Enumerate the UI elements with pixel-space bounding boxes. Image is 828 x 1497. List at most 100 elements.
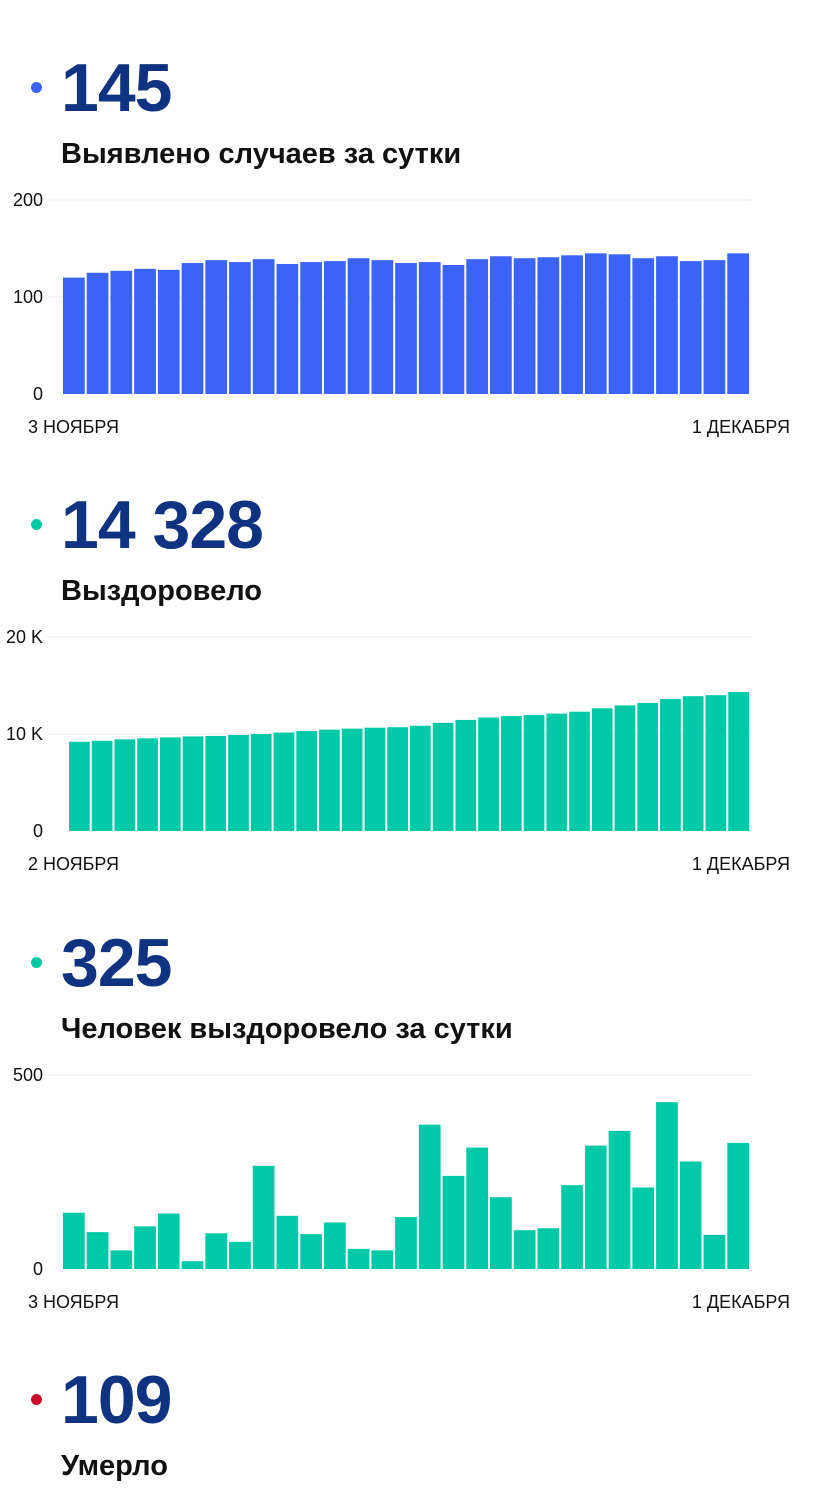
y-tick-label: 10 K (6, 724, 43, 744)
bar (371, 260, 394, 394)
bar (205, 260, 228, 394)
stat-row: 145 (0, 50, 828, 130)
bar (157, 1213, 180, 1269)
bar (228, 734, 249, 831)
x-start-label: 3 НОЯБРЯ (28, 417, 119, 437)
stat-value: 145 (61, 50, 172, 126)
bar (679, 261, 702, 394)
bar (86, 272, 109, 394)
x-start-label: 2 НОЯБРЯ (28, 854, 119, 874)
bar (584, 1145, 607, 1269)
dot-icon (31, 82, 42, 93)
bar (703, 260, 726, 394)
bar (347, 1248, 370, 1269)
bar (137, 738, 158, 831)
bar (63, 1212, 85, 1269)
bar (728, 692, 749, 831)
bar (656, 1102, 678, 1269)
chart-recovered-per-day: 500 0 3 НОЯБРЯ 1 ДЕКАБРЯ (13, 1065, 790, 1312)
bar (705, 695, 727, 831)
bar (91, 740, 113, 831)
bar (69, 741, 90, 831)
bar (181, 263, 204, 394)
bar (371, 1250, 394, 1269)
bar (250, 734, 272, 831)
bar (205, 1233, 228, 1269)
y-tick-label: 20 K (6, 627, 43, 647)
stat-value: 109 (61, 1362, 172, 1438)
bar (252, 259, 275, 394)
bar (727, 1142, 749, 1269)
bar (273, 732, 295, 831)
bar (500, 716, 522, 831)
bar (323, 261, 346, 394)
bar (637, 702, 659, 831)
bar (134, 1226, 156, 1269)
bar (157, 269, 180, 394)
bar (387, 727, 408, 831)
y-tick-label: 200 (13, 190, 43, 210)
bar (490, 256, 512, 394)
y-tick-label: 100 (13, 287, 43, 307)
bar (442, 264, 465, 394)
bar (181, 1261, 204, 1269)
bar (296, 731, 318, 831)
bar (561, 1185, 583, 1269)
stat-label: Выздоровело (61, 575, 263, 607)
bar (614, 705, 636, 831)
bar (455, 719, 477, 831)
y-tick-label: 0 (33, 1259, 43, 1279)
bar (513, 1230, 536, 1269)
stat-label: Человек выздоровело за сутки (61, 1013, 513, 1045)
stat-value: 14 328 (61, 487, 264, 563)
bar (159, 737, 181, 831)
y-tick-label: 500 (13, 1065, 43, 1085)
x-start-label: 3 НОЯБРЯ (28, 1292, 119, 1312)
bar (110, 270, 133, 394)
bar (442, 1175, 465, 1269)
bar (727, 253, 749, 394)
dot-icon (31, 957, 42, 968)
bar (703, 1234, 726, 1269)
bar (608, 1130, 631, 1269)
bar (591, 708, 613, 831)
bar (537, 257, 560, 394)
bar (410, 725, 431, 831)
bar (679, 1161, 702, 1269)
bar (276, 1215, 299, 1269)
bar (569, 711, 590, 831)
bar (513, 258, 536, 394)
bar (490, 1197, 512, 1269)
bar (395, 1217, 417, 1269)
chart-cases-per-day: 200 100 0 3 НОЯБРЯ 1 ДЕКАБРЯ (13, 190, 790, 437)
bar (682, 696, 704, 831)
bar (134, 268, 156, 394)
bar (561, 255, 583, 394)
dot-icon (31, 1394, 42, 1405)
bar (418, 262, 441, 394)
bar (546, 713, 568, 831)
stat-label: Умерло (61, 1450, 168, 1482)
bar (478, 717, 499, 831)
bar (114, 739, 136, 831)
bar (86, 1232, 109, 1269)
bar (205, 735, 227, 831)
bar (537, 1228, 560, 1269)
stat-row: 109 (0, 1362, 828, 1442)
bar (300, 262, 322, 394)
bar (229, 262, 251, 394)
chart-recovered-total: 20 K 10 K 0 2 НОЯБРЯ 1 ДЕКАБРЯ (6, 627, 790, 874)
bar (63, 277, 85, 394)
bar (347, 258, 370, 394)
bar (466, 259, 489, 394)
bar (229, 1241, 251, 1269)
bar (584, 253, 607, 394)
dot-icon (31, 519, 42, 530)
x-end-label: 1 ДЕКАБРЯ (692, 854, 790, 874)
x-end-label: 1 ДЕКАБРЯ (692, 417, 790, 437)
bar (466, 1147, 489, 1269)
bar (660, 699, 681, 831)
y-tick-label: 0 (33, 384, 43, 404)
stat-value: 325 (61, 925, 172, 1001)
stat-row: 14 328 (0, 487, 828, 567)
